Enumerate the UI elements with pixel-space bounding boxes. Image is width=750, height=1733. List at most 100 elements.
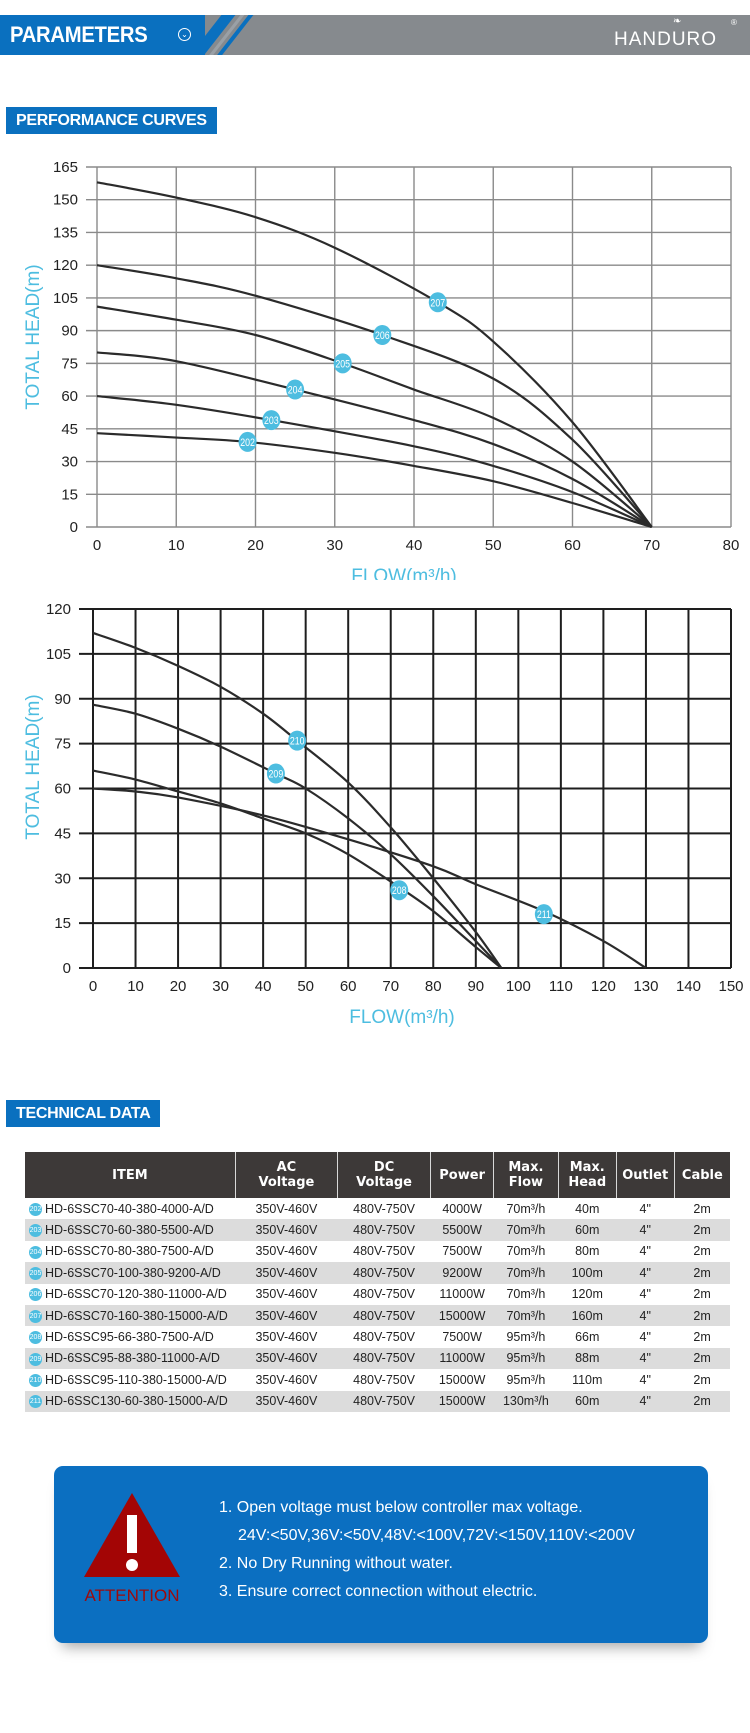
x-tick-label: 30 [212, 978, 229, 995]
model-badge: 210 [29, 1373, 42, 1387]
cell-head: 66m [575, 1330, 600, 1345]
cell-power: 11000W [430, 1347, 494, 1370]
cell-flow: 95m³/h [506, 1330, 546, 1345]
cell-cable: 2m [693, 1244, 711, 1259]
curve-label: 205 [335, 359, 350, 371]
model-badge: 211 [29, 1395, 42, 1409]
curve-label: 204 [288, 385, 303, 397]
cell-flow: 70m³/h [506, 1244, 546, 1259]
cell-item: 210 HD-6SSC95-110-380-15000-A/D [25, 1369, 235, 1390]
cell-cable: 2m [674, 1304, 730, 1327]
curve-badge-207 [428, 292, 447, 313]
curve-badge-202 [238, 431, 257, 452]
y-tick-label: 75 [61, 355, 78, 372]
cell-dc: 480V-750V [353, 1201, 416, 1216]
model-name: HD-6SSC70-80-380-7500-A/D [45, 1244, 214, 1259]
brand-logo: HANDURO [614, 29, 718, 50]
y-tick-label: 165 [53, 159, 78, 176]
cell-outlet: 4" [616, 1347, 675, 1370]
y-tick-label: 60 [54, 781, 71, 798]
warning-triangle-icon [84, 1493, 180, 1577]
curve-label: 208 [392, 885, 407, 897]
cell-flow: 95m³/h [506, 1372, 546, 1387]
x-tick-label: 80 [723, 537, 740, 554]
x-axis-title: FLOW(m³/h) [351, 566, 457, 580]
cell-cable: 2m [674, 1390, 730, 1412]
column-header: Max. Flow [492, 1152, 559, 1198]
attention-note: 24V:<50V,36V:<50V,48V:<100V,72V:<150V,11… [238, 1527, 635, 1544]
table-body: 202 HD-6SSC70-40-380-4000-A/D 350V-460V 480… [25, 1198, 730, 1412]
cell-outlet: 4" [639, 1244, 651, 1259]
cell-dc: 480V-750V [337, 1347, 431, 1370]
cell-dc: 480V-750V [353, 1287, 416, 1302]
y-tick-label: 0 [70, 519, 78, 536]
y-tick-label: 0 [63, 960, 71, 977]
model-badge: 207 [29, 1309, 42, 1323]
curve-badge-211 [534, 904, 553, 925]
y-tick-label: 30 [61, 454, 78, 471]
column-header: AC Voltage [234, 1152, 338, 1198]
x-tick-label: 60 [564, 537, 581, 554]
column-header: ITEM [25, 1152, 236, 1198]
cell-head: 160m [558, 1304, 617, 1327]
curve-209 [92, 703, 503, 969]
cell-dc: 480V-750V [353, 1244, 416, 1259]
table-row: 204 HD-6SSC70-80-380-7500-A/D 350V-460V 480… [25, 1241, 730, 1262]
cell-item: 208 HD-6SSC95-66-380-7500-A/D [25, 1326, 235, 1347]
x-tick-label: 40 [255, 978, 272, 995]
curve-label: 207 [430, 297, 445, 309]
cell-power: 9200W [430, 1262, 494, 1284]
y-axis-title: TOTAL HEAD(m) [23, 694, 44, 839]
curve-202 [96, 432, 653, 529]
cell-ac: 350V-460V [255, 1244, 318, 1259]
technical-data-table: ITEM AC Voltage DC Voltage Power Max. Flow Ma… [25, 1152, 730, 1412]
cell-cable: 2m [674, 1219, 730, 1241]
model-name: HD-6SSC70-60-380-5500-A/D [45, 1222, 214, 1237]
x-tick-label: 40 [406, 537, 423, 554]
cell-head: 120m [571, 1287, 603, 1302]
model-name: HD-6SSC95-66-380-7500-A/D [45, 1329, 214, 1344]
cell-flow: 70m³/h [506, 1201, 546, 1216]
y-tick-label: 135 [53, 224, 78, 241]
performance-chart-70: 0 15 30 45 60 75 90 105 120 135 150 165 0 10 20 30 40 50 6… [23, 159, 740, 580]
attention-note: 2. No Dry Running without water. [219, 1555, 453, 1572]
cell-outlet: 4" [616, 1219, 675, 1241]
chevron-down-circle-icon: ⌄ [178, 28, 191, 41]
y-tick-label: 60 [61, 388, 78, 405]
cell-ac: 350V-460V [255, 1372, 318, 1387]
table-row: 203 HD-6SSC70-60-380-5500-A/D 350V-460V 480… [25, 1219, 730, 1241]
attention-note: 3. Ensure correct connection without ele… [219, 1583, 538, 1600]
parameters-header-bar: PARAMETERS ⌄ ❧ HANDURO ® [0, 15, 750, 55]
x-tick-label: 60 [340, 978, 357, 995]
cell-item: 209 HD-6SSC95-88-380-11000-A/D [25, 1347, 236, 1370]
table-header-row: ITEM AC Voltage DC Voltage Power Max. Flow Ma… [25, 1152, 730, 1198]
cell-power: 5500W [430, 1219, 494, 1241]
cell-power: 15000W [430, 1390, 494, 1412]
cell-cable: 2m [693, 1287, 711, 1302]
attention-notes: 1. Open voltage must below controller ma… [219, 1494, 635, 1606]
model-name: HD-6SSC70-160-380-15000-A/D [45, 1308, 228, 1323]
curve-205 [96, 305, 653, 528]
x-tick-label: 70 [643, 537, 660, 554]
registered-icon: ® [731, 18, 737, 27]
curve-207 [96, 181, 653, 528]
cell-dc: 480V-750V [337, 1390, 431, 1412]
cell-outlet: 4" [639, 1201, 651, 1216]
cell-item: 203 HD-6SSC70-60-380-5500-A/D [25, 1219, 236, 1241]
curve-badge-203 [262, 410, 281, 431]
cell-head: 40m [575, 1201, 600, 1216]
y-tick-label: 150 [53, 192, 78, 209]
cell-flow: 95m³/h [493, 1347, 559, 1370]
model-badge: 202 [29, 1202, 42, 1216]
x-tick-label: 20 [247, 537, 264, 554]
curve-208 [92, 769, 503, 969]
model-name: HD-6SSC70-40-380-4000-A/D [45, 1201, 214, 1216]
column-header: Cable [673, 1152, 730, 1198]
table-row: 202 HD-6SSC70-40-380-4000-A/D 350V-460V 480… [25, 1198, 730, 1219]
x-tick-label: 20 [170, 978, 187, 995]
x-tick-label: 0 [89, 978, 97, 995]
y-tick-label: 75 [54, 736, 71, 753]
cell-flow: 70m³/h [493, 1304, 559, 1327]
cell-ac: 350V-460V [235, 1304, 338, 1327]
column-header: Power [430, 1152, 494, 1198]
